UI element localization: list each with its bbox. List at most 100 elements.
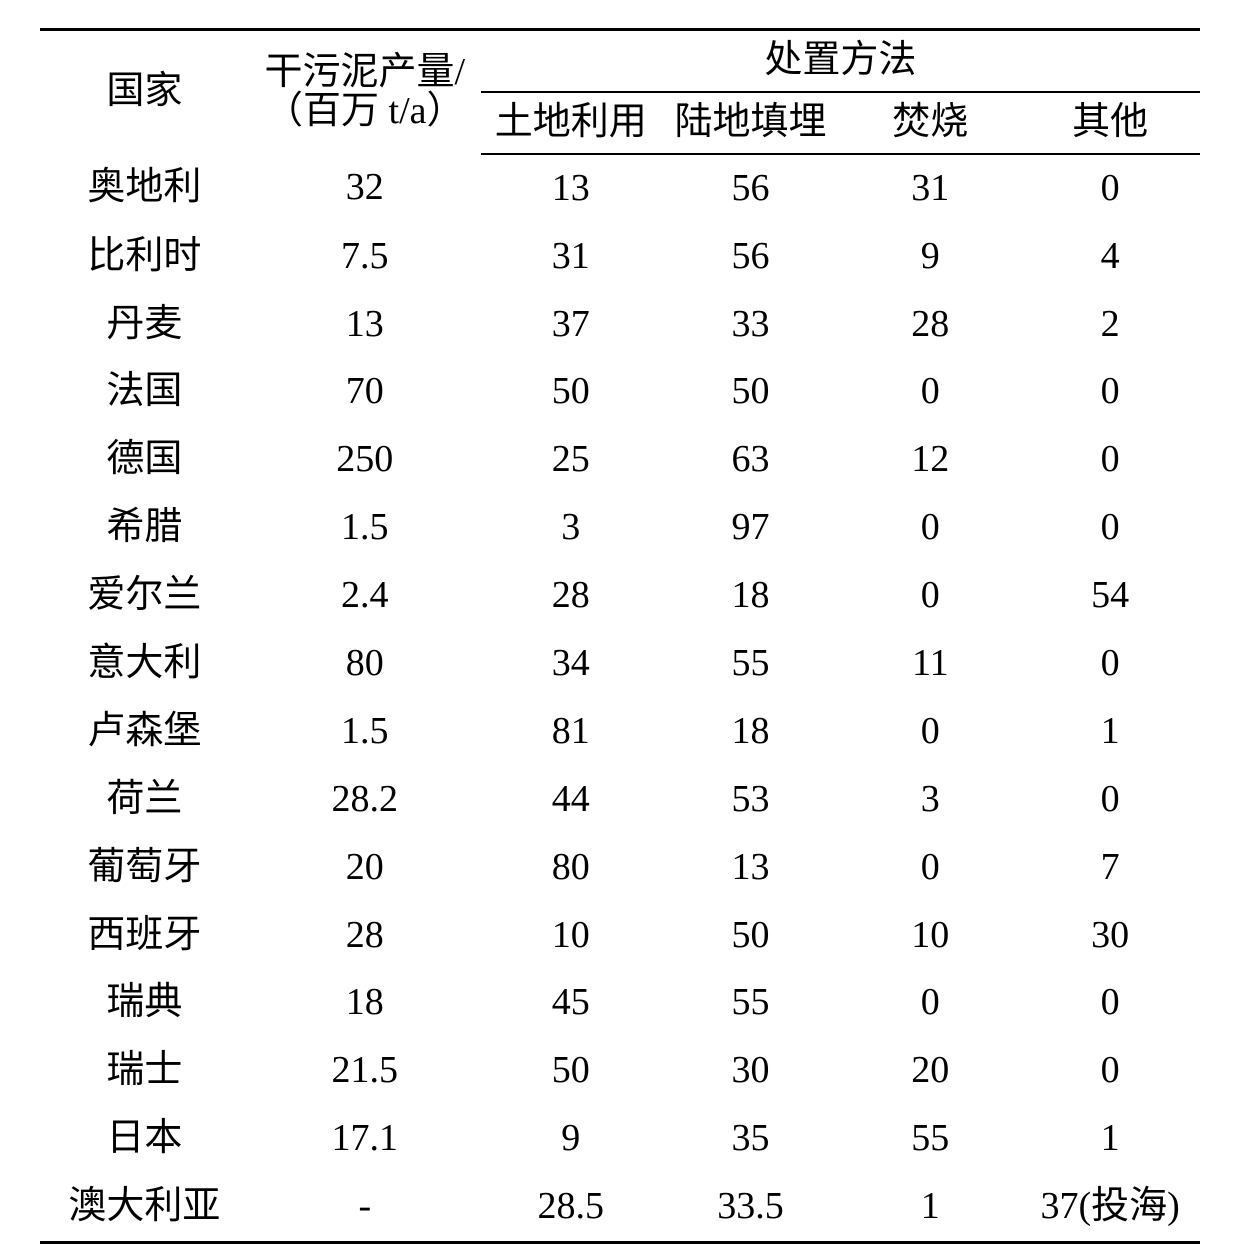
cell-yield: 28	[249, 902, 481, 970]
table-row: 比利时7.5315694	[40, 223, 1200, 291]
cell-land-use: 28.5	[481, 1173, 661, 1242]
cell-incinerate: 11	[840, 630, 1020, 698]
cell-other: 0	[1020, 766, 1200, 834]
table-row: 希腊1.539700	[40, 494, 1200, 562]
cell-land-use: 25	[481, 426, 661, 494]
table-row: 丹麦133733282	[40, 291, 1200, 359]
cell-other: 0	[1020, 154, 1200, 223]
table-row: 西班牙2810501030	[40, 902, 1200, 970]
table-row: 卢森堡1.5811801	[40, 698, 1200, 766]
cell-land-use: 13	[481, 154, 661, 223]
cell-yield: 70	[249, 358, 481, 426]
cell-other: 0	[1020, 1037, 1200, 1105]
header-method-landfill: 陆地填埋	[661, 92, 841, 154]
cell-yield: 32	[249, 154, 481, 223]
cell-landfill: 56	[661, 223, 841, 291]
table-row: 日本17.1935551	[40, 1105, 1200, 1173]
cell-incinerate: 0	[840, 494, 1020, 562]
cell-land-use: 80	[481, 834, 661, 902]
cell-yield: 2.4	[249, 562, 481, 630]
cell-incinerate: 3	[840, 766, 1020, 834]
cell-country: 瑞典	[40, 969, 249, 1037]
cell-country: 奥地利	[40, 154, 249, 223]
cell-other: 7	[1020, 834, 1200, 902]
cell-incinerate: 28	[840, 291, 1020, 359]
cell-land-use: 34	[481, 630, 661, 698]
cell-landfill: 55	[661, 630, 841, 698]
cell-incinerate: 1	[840, 1173, 1020, 1242]
header-country: 国家	[40, 30, 249, 154]
cell-incinerate: 12	[840, 426, 1020, 494]
header-method-other: 其他	[1020, 92, 1200, 154]
header-method-incinerate: 焚烧	[840, 92, 1020, 154]
table-body: 奥地利321356310比利时7.5315694丹麦133733282法国705…	[40, 154, 1200, 1243]
cell-country: 德国	[40, 426, 249, 494]
cell-landfill: 33	[661, 291, 841, 359]
cell-country: 日本	[40, 1105, 249, 1173]
table-header: 国家 干污泥产量/ （百万 t/a） 处置方法 土地利用 陆地填埋 焚烧 其他	[40, 30, 1200, 154]
table-row: 瑞典18455500	[40, 969, 1200, 1037]
cell-land-use: 28	[481, 562, 661, 630]
cell-yield: 21.5	[249, 1037, 481, 1105]
cell-country: 希腊	[40, 494, 249, 562]
cell-yield: 28.2	[249, 766, 481, 834]
header-yield: 干污泥产量/ （百万 t/a）	[249, 30, 481, 154]
cell-other: 4	[1020, 223, 1200, 291]
header-disposal-group: 处置方法	[481, 30, 1200, 92]
header-method-land-use: 土地利用	[481, 92, 661, 154]
cell-country: 荷兰	[40, 766, 249, 834]
cell-land-use: 45	[481, 969, 661, 1037]
cell-incinerate: 0	[840, 358, 1020, 426]
cell-other: 1	[1020, 1105, 1200, 1173]
cell-land-use: 37	[481, 291, 661, 359]
cell-landfill: 18	[661, 698, 841, 766]
cell-other: 0	[1020, 969, 1200, 1037]
cell-country: 爱尔兰	[40, 562, 249, 630]
sludge-disposal-table: 国家 干污泥产量/ （百万 t/a） 处置方法 土地利用 陆地填埋 焚烧 其他 …	[40, 28, 1200, 1244]
cell-country: 西班牙	[40, 902, 249, 970]
cell-incinerate: 0	[840, 969, 1020, 1037]
cell-yield: 7.5	[249, 223, 481, 291]
cell-yield: 17.1	[249, 1105, 481, 1173]
cell-other: 30	[1020, 902, 1200, 970]
cell-incinerate: 20	[840, 1037, 1020, 1105]
cell-yield: 13	[249, 291, 481, 359]
cell-landfill: 55	[661, 969, 841, 1037]
cell-land-use: 44	[481, 766, 661, 834]
cell-other: 0	[1020, 494, 1200, 562]
cell-other: 54	[1020, 562, 1200, 630]
cell-yield: 250	[249, 426, 481, 494]
cell-land-use: 81	[481, 698, 661, 766]
cell-incinerate: 0	[840, 834, 1020, 902]
cell-landfill: 18	[661, 562, 841, 630]
table-row: 葡萄牙20801307	[40, 834, 1200, 902]
cell-landfill: 13	[661, 834, 841, 902]
cell-incinerate: 31	[840, 154, 1020, 223]
cell-country: 丹麦	[40, 291, 249, 359]
cell-country: 澳大利亚	[40, 1173, 249, 1242]
cell-landfill: 33.5	[661, 1173, 841, 1242]
cell-yield: -	[249, 1173, 481, 1242]
cell-yield: 20	[249, 834, 481, 902]
cell-other: 37(投海)	[1020, 1173, 1200, 1242]
cell-incinerate: 10	[840, 902, 1020, 970]
table-row: 澳大利亚-28.533.5137(投海)	[40, 1173, 1200, 1242]
cell-country: 比利时	[40, 223, 249, 291]
cell-country: 法国	[40, 358, 249, 426]
table-row: 荷兰28.2445330	[40, 766, 1200, 834]
cell-other: 0	[1020, 426, 1200, 494]
cell-other: 0	[1020, 358, 1200, 426]
cell-landfill: 63	[661, 426, 841, 494]
table-row: 德国2502563120	[40, 426, 1200, 494]
cell-yield: 80	[249, 630, 481, 698]
cell-landfill: 97	[661, 494, 841, 562]
cell-country: 葡萄牙	[40, 834, 249, 902]
cell-landfill: 50	[661, 902, 841, 970]
cell-country: 意大利	[40, 630, 249, 698]
table-row: 瑞士21.55030200	[40, 1037, 1200, 1105]
cell-land-use: 3	[481, 494, 661, 562]
cell-country: 卢森堡	[40, 698, 249, 766]
table-row: 奥地利321356310	[40, 154, 1200, 223]
table-row: 爱尔兰2.42818054	[40, 562, 1200, 630]
cell-other: 0	[1020, 630, 1200, 698]
